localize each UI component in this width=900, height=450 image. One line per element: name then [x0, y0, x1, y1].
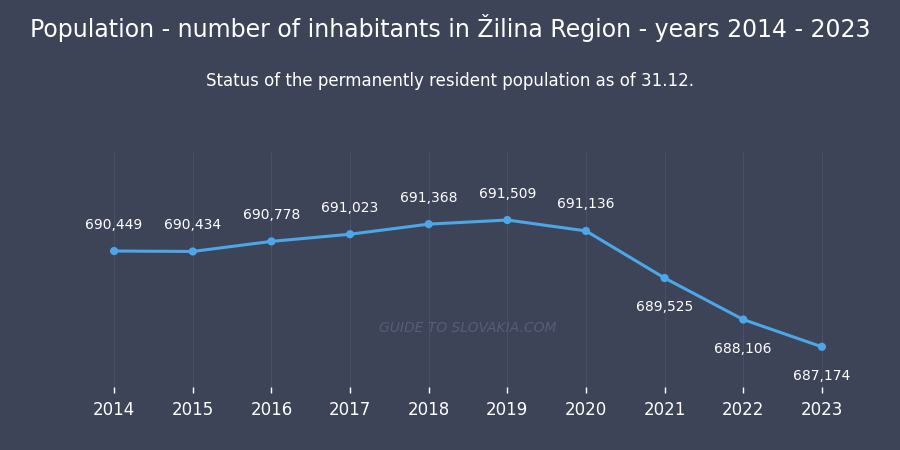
Text: 690,778: 690,778 [243, 208, 300, 222]
Point [657, 274, 671, 282]
Text: 689,525: 689,525 [636, 300, 693, 314]
Point [265, 238, 279, 245]
Point [107, 248, 122, 255]
Text: 688,106: 688,106 [715, 342, 772, 356]
Text: 691,023: 691,023 [321, 201, 379, 215]
Text: 691,509: 691,509 [479, 187, 536, 201]
Text: 691,136: 691,136 [557, 198, 615, 212]
Text: 690,434: 690,434 [164, 218, 221, 232]
Point [421, 220, 436, 228]
Point [579, 227, 593, 234]
Point [343, 231, 357, 238]
Text: 691,368: 691,368 [400, 191, 457, 205]
Text: 687,174: 687,174 [793, 369, 850, 383]
Text: Status of the permanently resident population as of 31.12.: Status of the permanently resident popul… [206, 72, 694, 90]
Point [814, 343, 829, 351]
Text: GUIDE TO SLOVAKIA.COM: GUIDE TO SLOVAKIA.COM [379, 321, 557, 336]
Point [185, 248, 200, 255]
Text: 690,449: 690,449 [86, 217, 143, 232]
Point [736, 316, 751, 323]
Text: Population - number of inhabitants in Žilina Region - years 2014 - 2023: Population - number of inhabitants in Ži… [30, 14, 870, 41]
Point [500, 216, 515, 224]
